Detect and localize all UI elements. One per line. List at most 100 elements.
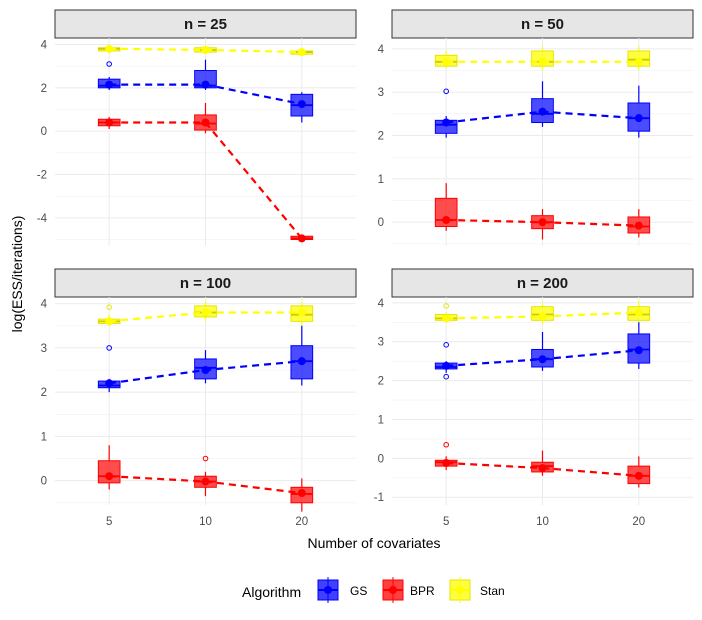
series-bpr (434, 183, 651, 240)
mean-point (442, 361, 451, 370)
mean-point (634, 346, 643, 355)
y-tick-label: 3 (41, 343, 47, 355)
x-tick-label: 20 (632, 516, 645, 528)
mean-point (105, 44, 114, 53)
y-tick-label: 1 (378, 414, 384, 426)
facet-title: n = 200 (517, 275, 568, 292)
series-stan (434, 46, 651, 71)
y-axis-title: log(ESS/iterations) (9, 216, 25, 333)
mean-point (297, 48, 306, 57)
mean-point (538, 312, 547, 321)
mean-point (442, 57, 451, 66)
legend-key-point (389, 586, 397, 594)
panel-2: n = 50 4 3 2 1 0 (378, 9, 694, 246)
mean-point (442, 118, 451, 127)
mean-point (538, 107, 547, 116)
mean-point (201, 45, 210, 54)
legend-entry-bpr: BPR (382, 577, 435, 603)
series-gs (434, 322, 651, 380)
mean-point (297, 234, 306, 243)
facet-title: n = 50 (521, 16, 564, 33)
mean-point (538, 355, 547, 364)
series-gs (97, 325, 314, 393)
series-bpr (97, 103, 314, 243)
legend-entry-gs: GS (317, 577, 367, 603)
y-tick-label: 4 (41, 299, 48, 311)
x-tick-label: 10 (199, 516, 212, 528)
outlier-point (106, 345, 112, 351)
y-tick-label: 4 (378, 298, 385, 310)
mean-point (105, 317, 114, 326)
series-bpr (434, 441, 651, 488)
legend-label: Stan (480, 584, 505, 598)
x-tick-label: 20 (295, 516, 308, 528)
x-axis-title: Number of covariates (307, 535, 440, 551)
outlier-point (443, 373, 449, 380)
y-tick-label: 2 (41, 387, 47, 399)
mean-point (105, 80, 114, 89)
outlier-point (443, 303, 449, 309)
mean-point (538, 464, 547, 473)
y-tick-label: 2 (41, 83, 47, 95)
x-tick-label: 10 (536, 516, 549, 528)
y-tick-label: 3 (378, 87, 384, 99)
legend-key-point (324, 586, 332, 594)
mean-point (201, 118, 210, 127)
outlier-point (106, 304, 112, 310)
mean-point (634, 308, 643, 317)
mean-point (442, 459, 451, 468)
facet-strip (54, 9, 357, 39)
series-stan (97, 301, 314, 326)
gridlines (55, 38, 356, 246)
mean-point (105, 379, 114, 388)
y-tick-label: -2 (37, 170, 47, 182)
mean-point (105, 472, 114, 481)
mean-point (297, 100, 306, 109)
y-tick-label: 0 (378, 217, 384, 229)
legend: Algorithm GS BPR Stan (242, 577, 505, 603)
mean-point (105, 118, 114, 127)
outlier-point (443, 342, 449, 348)
x-tick-label: 5 (106, 516, 112, 528)
panel-1: n = 25 4 2 0 -2 -4 (37, 9, 357, 246)
outlier-point (443, 88, 449, 95)
mean-point (634, 114, 643, 123)
y-tick-label: 0 (41, 476, 47, 488)
legend-entry-stan: Stan (449, 577, 505, 603)
outlier-point (106, 61, 112, 67)
mean-point (201, 366, 210, 375)
legend-key-point (456, 586, 464, 594)
mean-point (297, 308, 306, 317)
facet-title: n = 100 (180, 275, 231, 292)
y-tick-label: -4 (37, 213, 48, 225)
mean-point (538, 57, 547, 66)
mean-point (297, 489, 306, 498)
legend-label: BPR (410, 584, 435, 598)
mean-point (442, 216, 451, 224)
mean-point (538, 218, 547, 227)
mean-point (634, 471, 643, 480)
mean-point (634, 221, 643, 230)
mean-point (442, 314, 451, 323)
y-tick-label: 1 (41, 431, 47, 443)
mean-point (201, 308, 210, 317)
legend-entries: GS BPR Stan (317, 577, 505, 603)
outlier-point (443, 441, 449, 448)
outlier-point (202, 455, 209, 462)
legend-label: GS (350, 584, 367, 598)
y-tick-label: 4 (41, 40, 48, 52)
x-tick-label: 5 (443, 516, 449, 528)
y-tick-label: 4 (378, 44, 385, 56)
y-tick-label: 2 (378, 131, 384, 143)
legend-title: Algorithm (242, 584, 301, 600)
series-gs (97, 59, 314, 123)
series-stan (97, 44, 314, 57)
y-tick-label: 3 (378, 337, 384, 349)
series-bpr (97, 445, 314, 512)
y-tick-label: -1 (374, 492, 384, 504)
y-tick-label: 0 (378, 453, 384, 465)
mean-point (297, 357, 306, 366)
y-tick-label: 1 (378, 174, 384, 186)
